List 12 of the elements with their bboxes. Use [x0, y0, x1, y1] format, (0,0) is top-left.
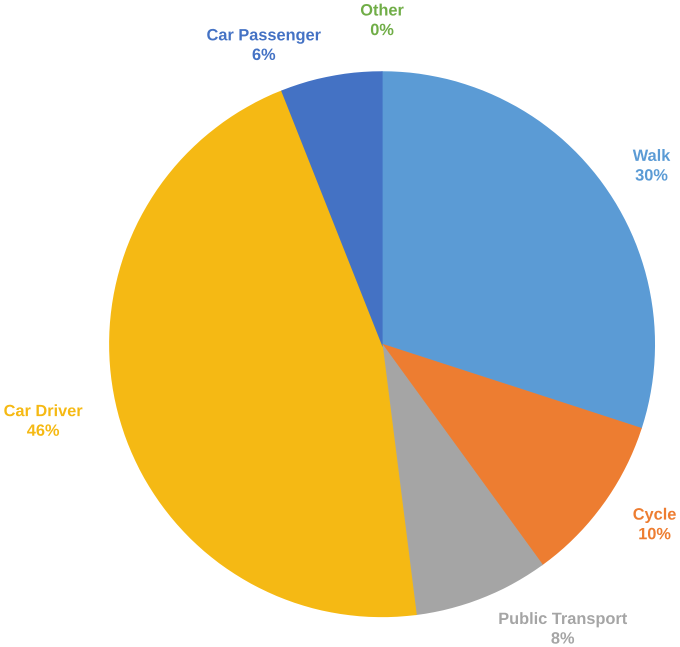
- data-label: 10%: [639, 528, 670, 540]
- text: 0%: [370, 23, 394, 36]
- data-label: 6%: [252, 48, 276, 60]
- data-label: 46%: [27, 424, 60, 436]
- slice-label: Car Driver: [4, 404, 82, 416]
- data-label: 8%: [551, 632, 574, 644]
- data-label: 30%: [636, 168, 668, 181]
- category-label: Other: [360, 3, 404, 16]
- slice-label: Walk: [632, 148, 670, 161]
- slice-label: Car Passenger: [207, 28, 321, 44]
- slice-label: Public Transport: [499, 612, 628, 628]
- slice-label: Cycle: [633, 508, 676, 523]
